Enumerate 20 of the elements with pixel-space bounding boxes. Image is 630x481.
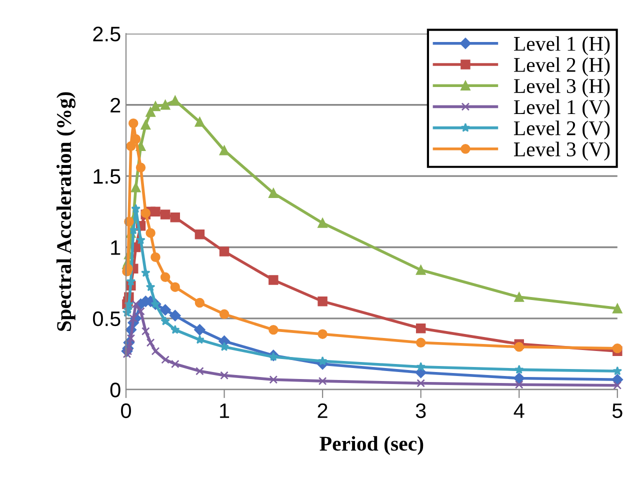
y-tick-label: 1 [111, 240, 120, 255]
y-tick-label: 2 [110, 98, 120, 112]
legend-label: Level 2 (V) [514, 120, 610, 140]
x-tick-label: 5 [612, 404, 622, 418]
x-axis-title: Period (sec) [320, 436, 424, 456]
y-tick-label: 0.5 [92, 311, 120, 326]
y-tick-label: 2.5 [93, 26, 120, 42]
legend-label: Level 3 (V) [514, 142, 610, 161]
x-tick-label: 4 [514, 404, 524, 418]
legend-label: Level 2 (H) [514, 57, 610, 76]
y-tick-label: 1.5 [94, 169, 120, 184]
x-tick-label: 2 [318, 403, 328, 418]
legend-label: Level 1 (V) [514, 100, 610, 118]
y-tick-label: 0 [110, 382, 120, 398]
x-tick-label: 3 [416, 403, 426, 418]
x-tick-label: 0 [121, 403, 131, 418]
legend-label: Level 1 (H) [514, 36, 610, 56]
x-tick-label: 1 [220, 404, 230, 418]
y-axis-title: Spectral Acceleration (%g) [56, 92, 76, 331]
legend-label: Level 3 (H) [514, 78, 610, 98]
